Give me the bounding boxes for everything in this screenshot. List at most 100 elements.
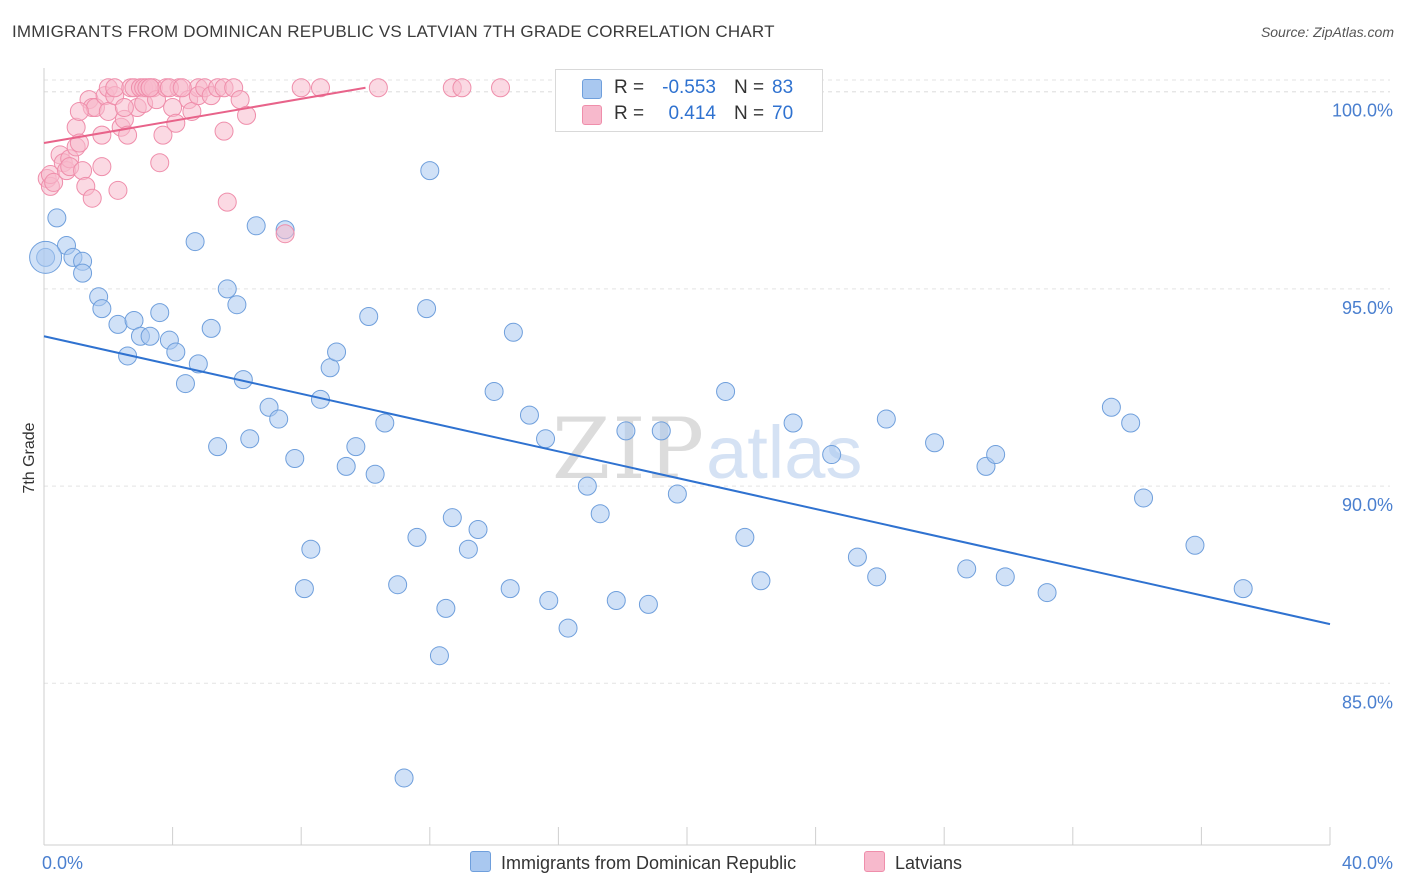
latvian-point — [108, 180, 128, 200]
legend-n-value: 70 — [772, 103, 794, 124]
dominican-trend-line — [43, 335, 1331, 626]
latvian-point — [172, 78, 192, 98]
latvian-point — [237, 105, 257, 125]
dominican-point — [577, 476, 597, 496]
latvian-point — [66, 117, 86, 137]
latvian-point — [82, 188, 102, 208]
watermark-zip: ZIP — [552, 400, 707, 498]
dominican-point — [208, 437, 228, 457]
data-points — [29, 78, 1253, 788]
legend-r-value: -0.553 — [662, 77, 716, 98]
latvian-point — [140, 78, 160, 98]
legend-r-label: R = — [614, 103, 645, 124]
legend-row-pink: R = 0.414 N = 70 — [556, 101, 822, 127]
trend-lines — [43, 86, 1331, 626]
dominican-point — [847, 547, 867, 567]
dominican-point — [420, 161, 440, 181]
series-name: Latvians — [895, 853, 963, 873]
y-tick-label: 90.0% — [1342, 495, 1393, 515]
dominican-point — [590, 504, 610, 524]
y-axis-title: 7th Grade — [21, 422, 38, 493]
dominican-point — [269, 409, 289, 429]
series-legend-blue: Immigrants from Dominican Republic — [470, 851, 796, 874]
dominican-point — [29, 240, 63, 274]
dominican-point — [484, 381, 504, 401]
dominican-point — [73, 263, 93, 283]
dominican-point — [716, 381, 736, 401]
legend-n-label: N = — [734, 77, 765, 98]
tick-labels: 85.0% 90.0% 95.0% 100.0% 0.0% 40.0% 7th Grade — [21, 101, 1393, 873]
dominican-point — [417, 299, 437, 319]
axes — [43, 68, 1331, 846]
latvian-point — [44, 172, 64, 192]
dominican-point — [346, 437, 366, 457]
dominican-point — [638, 594, 658, 614]
dominican-point — [301, 539, 321, 559]
dominican-point — [957, 559, 977, 579]
dominican-point — [867, 567, 887, 587]
dominican-point — [1101, 397, 1121, 417]
legend-n-label: N = — [734, 103, 765, 124]
dominican-point — [407, 527, 427, 547]
dominican-point — [327, 342, 347, 362]
dominican-point — [365, 464, 385, 484]
latvian-point — [114, 97, 134, 117]
latvian-point — [275, 224, 295, 244]
legend-swatch-blue — [582, 79, 602, 99]
legend-swatch-pink — [864, 851, 885, 872]
latvian-point — [92, 157, 112, 177]
dominican-point — [751, 571, 771, 591]
dominican-point — [876, 409, 896, 429]
latvian-point — [153, 125, 173, 145]
x-tick-label: 0.0% — [42, 853, 83, 873]
dominican-point — [140, 326, 160, 346]
dominican-point — [1134, 488, 1154, 508]
dominican-point — [394, 768, 414, 788]
latvian-point — [118, 125, 138, 145]
latvian-point — [163, 97, 183, 117]
chart-title: IMMIGRANTS FROM DOMINICAN REPUBLIC VS LA… — [12, 22, 775, 41]
latvian-point — [150, 153, 170, 173]
dominican-point — [201, 318, 221, 338]
dominican-point — [616, 421, 636, 441]
dominican-point — [925, 433, 945, 453]
dominican-point — [188, 354, 208, 374]
dominican-point — [336, 456, 356, 476]
dominican-point — [1185, 535, 1205, 555]
latvian-point — [69, 101, 89, 121]
legend-r-value: 0.414 — [668, 103, 716, 124]
dominican-point — [285, 449, 305, 468]
dominican-point — [468, 519, 488, 539]
legend-swatch-blue — [470, 851, 491, 872]
dominican-point — [458, 539, 478, 559]
dominican-point — [735, 527, 755, 547]
dominican-point — [359, 307, 379, 327]
dominican-point — [519, 405, 539, 425]
dominican-point — [185, 232, 205, 252]
series-legend-pink: Latvians — [864, 851, 962, 874]
dominican-point — [240, 429, 260, 449]
dominican-point — [606, 590, 626, 610]
dominican-point — [217, 279, 237, 299]
dominican-point — [986, 445, 1006, 465]
legend-row-blue: R = -0.553 N = 83 — [556, 75, 822, 101]
dominican-point — [667, 484, 687, 504]
dominican-point — [388, 575, 408, 595]
dominican-point — [92, 299, 112, 319]
source-credit: Source: ZipAtlas.com — [1260, 24, 1394, 40]
y-tick-label: 100.0% — [1332, 101, 1393, 121]
dominican-point — [294, 579, 314, 599]
latvian-point — [491, 78, 511, 98]
latvian-point — [368, 78, 388, 98]
dominican-point — [503, 322, 523, 342]
dominican-point — [995, 567, 1015, 587]
dominican-point — [1121, 413, 1141, 433]
legend-r-label: R = — [614, 77, 645, 98]
dominican-point — [246, 216, 266, 236]
latvian-point — [217, 192, 237, 212]
dominican-point — [500, 579, 520, 599]
y-tick-label: 95.0% — [1342, 298, 1393, 318]
dominican-point — [558, 618, 578, 638]
dominican-point — [429, 646, 449, 666]
